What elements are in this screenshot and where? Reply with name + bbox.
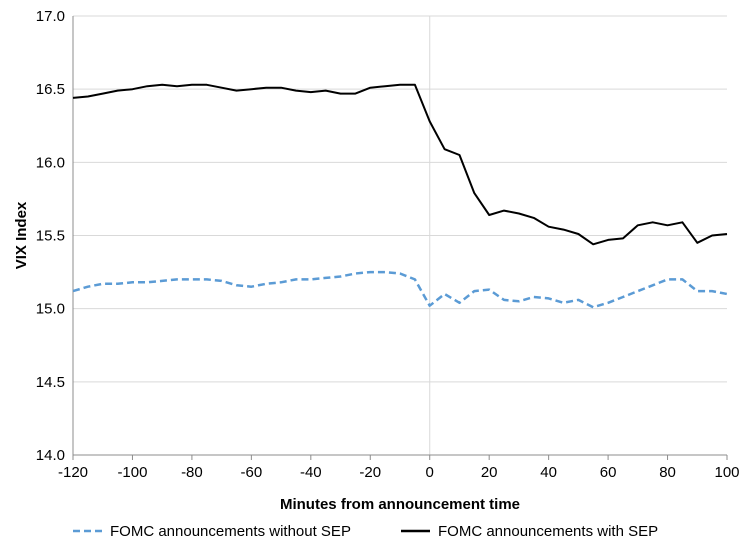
- x-tick-label: 60: [600, 464, 617, 481]
- y-tick-label: 17.0: [36, 8, 65, 25]
- x-tick-label: 0: [426, 464, 434, 481]
- x-axis-title: Minutes from announcement time: [280, 496, 520, 513]
- legend-label-without-sep: FOMC announcements without SEP: [110, 523, 351, 540]
- y-tick-label: 15.0: [36, 301, 65, 318]
- series-line-without-sep: [72, 270, 728, 309]
- legend-label-with-sep: FOMC announcements with SEP: [438, 523, 658, 540]
- x-tick-label: 20: [481, 464, 498, 481]
- x-tick-label: -100: [117, 464, 147, 481]
- x-tick-label: 100: [714, 464, 739, 481]
- x-tick-label: -80: [181, 464, 203, 481]
- x-tick-label: -40: [300, 464, 322, 481]
- series-line-with-sep: [72, 83, 728, 246]
- x-tick-label: 80: [659, 464, 676, 481]
- y-tick-label: 14.0: [36, 447, 65, 464]
- x-tick-label: 40: [540, 464, 557, 481]
- gridlines: [73, 15, 727, 455]
- y-tick-label: 16.0: [36, 154, 65, 171]
- y-axis-title: VIX Index: [13, 201, 30, 269]
- series-lines: [72, 83, 728, 309]
- legend: FOMC announcements without SEP FOMC anno…: [73, 523, 658, 540]
- y-tick-label: 15.5: [36, 228, 65, 245]
- x-tick-label: -20: [359, 464, 381, 481]
- axes: [72, 16, 728, 460]
- y-tick-label: 14.5: [36, 374, 65, 391]
- x-tick-label: -120: [58, 464, 88, 481]
- tick-labels: 14.0 14.5 15.0 15.5 16.0 16.5 17.0 -120 -100 -80 -…: [36, 8, 740, 481]
- x-tick-label: -60: [241, 464, 263, 481]
- y-tick-label: 16.5: [36, 81, 65, 98]
